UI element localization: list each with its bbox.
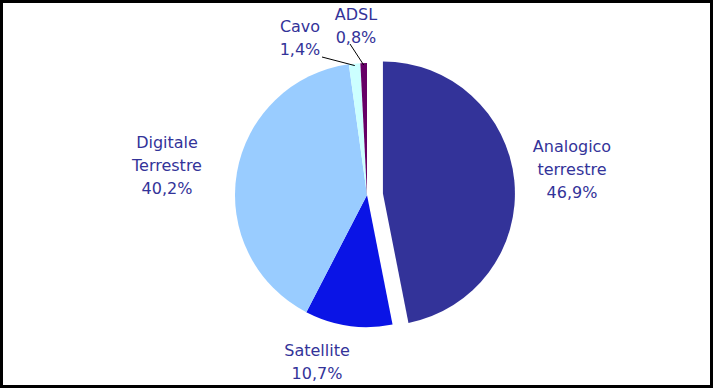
leader-line (322, 57, 355, 66)
slice-value-label: 10,7% (292, 364, 343, 383)
slice-label: Analogicoterrestre (533, 137, 611, 179)
slice-label: DigitaleTerrestre (131, 133, 202, 175)
background (3, 3, 710, 385)
pie-slice (235, 64, 367, 312)
slice-label: ADSL (335, 5, 377, 24)
pie-slice (383, 61, 515, 323)
slice-value-label: 40,2% (142, 179, 193, 198)
slice-value-label: 0,8% (336, 28, 377, 47)
slice-value-label: 1,4% (280, 40, 321, 59)
pie (235, 61, 515, 327)
slice-value-label: 46,9% (547, 183, 598, 202)
pie-slice (360, 63, 367, 195)
pie-slice (349, 63, 367, 195)
slice-label: Cavo (280, 17, 320, 36)
slice-label: Satellite (284, 341, 350, 360)
chart: Analogicoterrestre 46,9% Satellite 10,7% Dig… (0, 0, 713, 388)
leader-line (350, 44, 364, 65)
